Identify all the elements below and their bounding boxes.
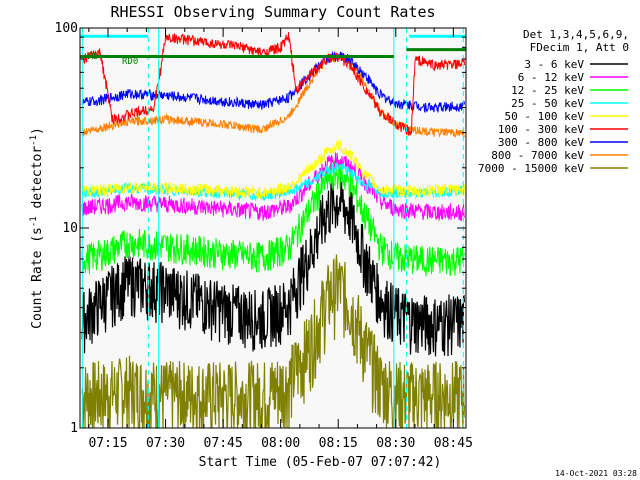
- y-axis-label-sup-2: -1: [29, 135, 39, 146]
- legend: Det 1,3,4,5,6,9, FDecim 1, Att 0 3 - 6 k…: [478, 28, 629, 175]
- legend-label-8: 7000 - 15000 keV: [478, 162, 584, 175]
- legend-header-line-2: FDecim 1, Att 0: [530, 41, 629, 54]
- chart-title: RHESSI Observing Summary Count Rates: [110, 3, 435, 21]
- legend-label-2: 12 - 25 keV: [511, 84, 584, 97]
- x-tick-label: 07:15: [88, 436, 127, 451]
- legend-label-7: 800 - 7000 keV: [491, 149, 584, 162]
- legend-label-1: 6 - 12 keV: [518, 71, 585, 84]
- y-tick-label: 10: [62, 221, 78, 236]
- y-axis-label-part-3: ): [30, 127, 45, 135]
- y-axis-label-part-2: detector: [30, 146, 45, 217]
- series-line-8: [81, 254, 466, 429]
- axis-layer: 1 10 100 07:15 07:30 07:45 08:00 08:15 08:30 08:4…: [55, 21, 473, 451]
- y-axis-label: Count Rate (s-1 detector-1): [29, 127, 45, 329]
- x-axis-label: Start Time (05-Feb-07 07:07:42): [199, 455, 442, 470]
- x-tick-label: 07:45: [204, 436, 243, 451]
- series-line-4: [81, 139, 465, 200]
- x-tick-label: 08:15: [319, 436, 358, 451]
- legend-label-4: 50 - 100 keV: [505, 110, 585, 123]
- timestamp: 14-Oct-2021 03:28: [555, 469, 637, 478]
- series-line-6: [81, 50, 465, 114]
- legend-label-3: 25 - 50 keV: [511, 97, 584, 110]
- y-tick-label: 100: [55, 21, 78, 36]
- legend-header-line-1: Det 1,3,4,5,6,9,: [523, 28, 629, 41]
- series-line-5: [81, 32, 465, 136]
- series-line-1: [81, 152, 465, 223]
- series-layer: [81, 32, 466, 429]
- legend-label-6: 300 - 800 keV: [498, 136, 584, 149]
- marker-label-rd0: RD0: [122, 57, 138, 67]
- legend-label-5: 100 - 300 keV: [498, 123, 584, 136]
- x-tick-label: 08:30: [376, 436, 415, 451]
- marker-layer: RD0 RD: [80, 28, 466, 428]
- y-axis-label-part-1: Count Rate (s: [30, 227, 45, 329]
- x-tick-label: 08:00: [261, 436, 300, 451]
- series-line-2: [81, 159, 465, 277]
- y-tick-label: 1: [70, 421, 78, 436]
- y-axis-label-sup-1: -1: [29, 216, 39, 227]
- x-tick-label: 08:45: [434, 436, 473, 451]
- legend-label-0: 3 - 6 keV: [524, 58, 584, 71]
- x-tick-label: 07:30: [146, 436, 185, 451]
- series-line-0: [81, 176, 466, 357]
- marker-label-rd: RD: [88, 52, 99, 62]
